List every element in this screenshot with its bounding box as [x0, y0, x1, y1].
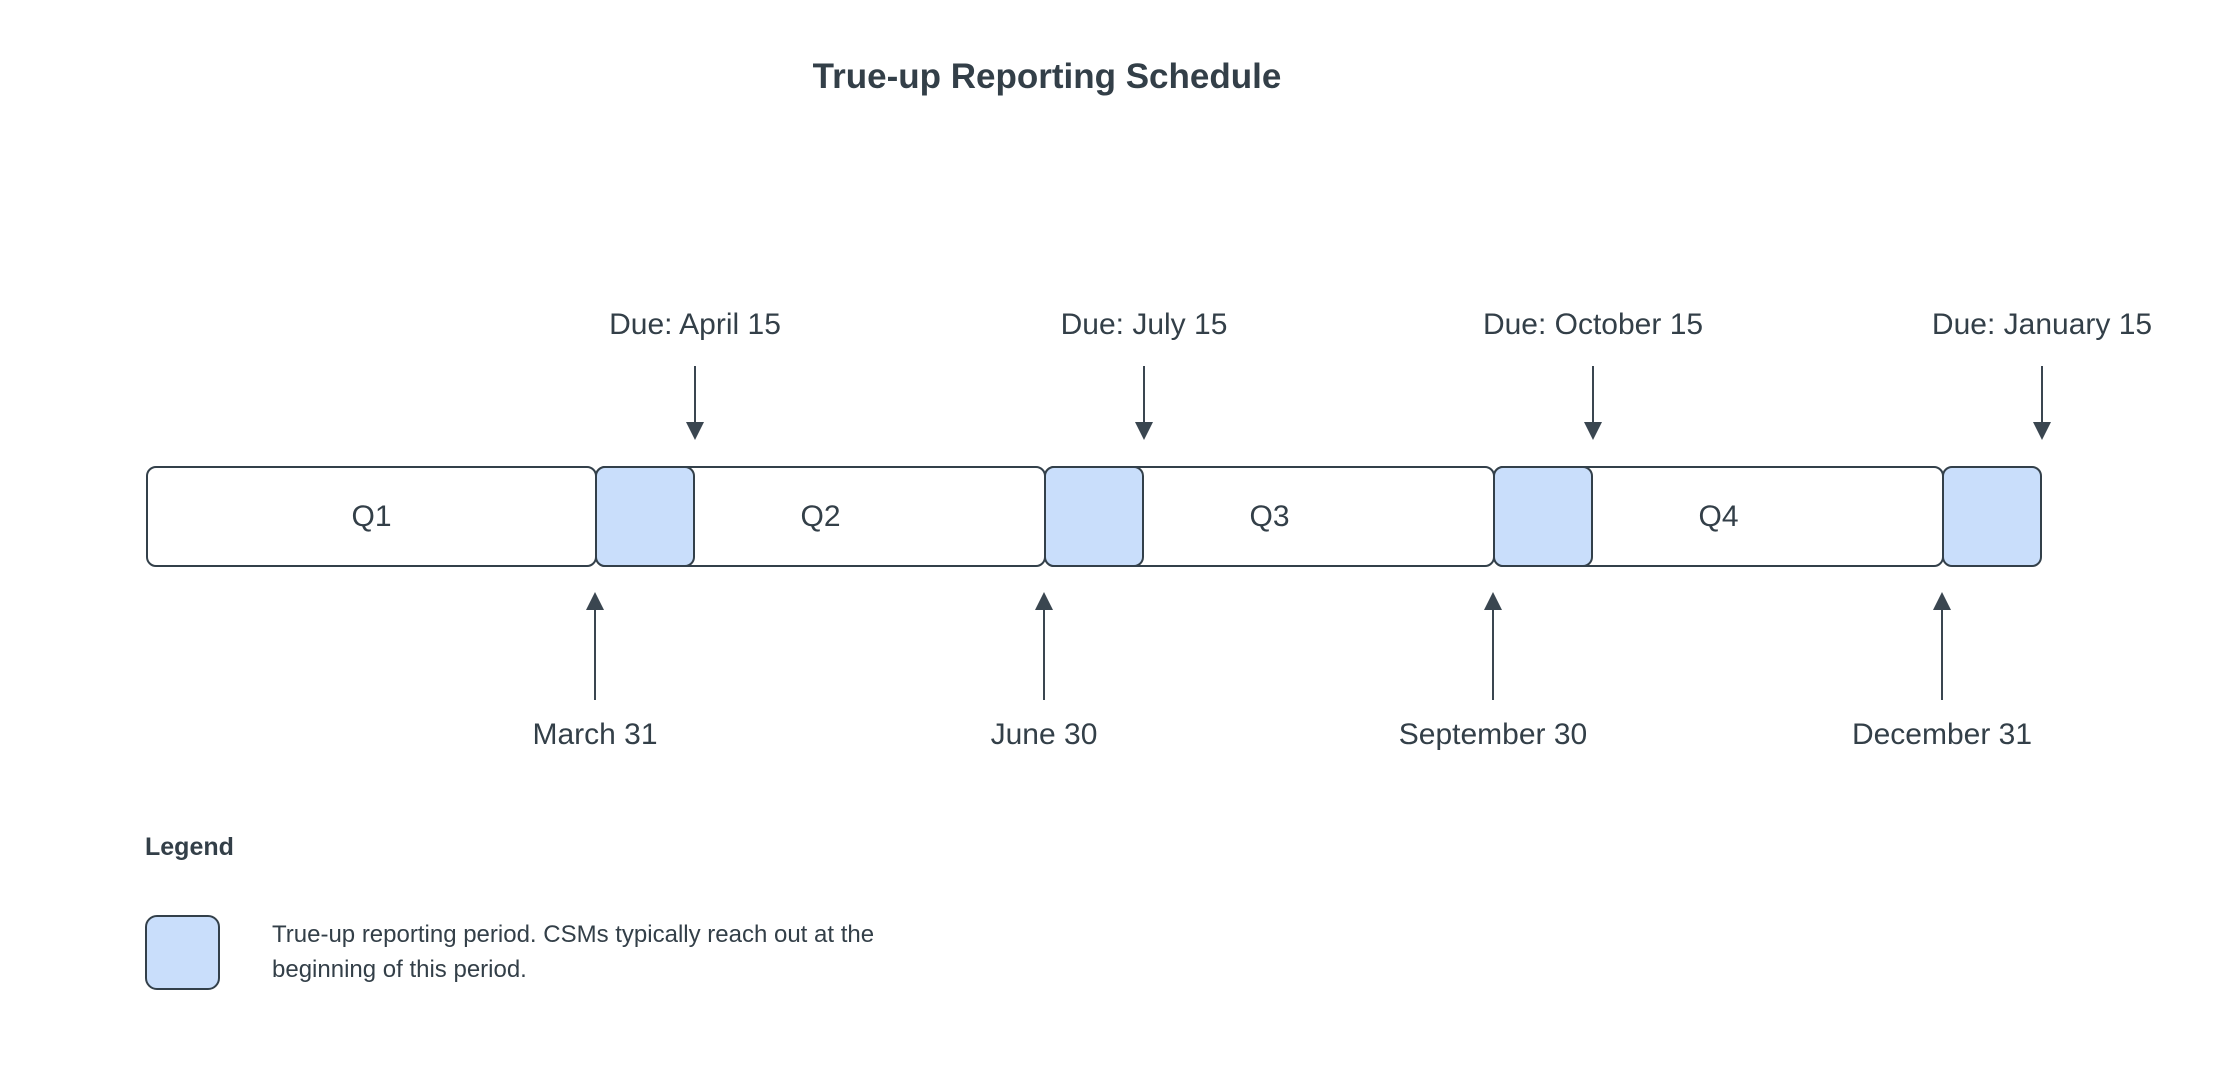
trueup-period-box	[1044, 466, 1144, 567]
arrow-up-icon	[1933, 592, 1951, 610]
quarter-box-q1: Q1	[146, 466, 597, 567]
quarter-end-label: June 30	[990, 718, 1098, 751]
arrow-line	[1043, 609, 1045, 700]
trueup-period-box	[595, 466, 695, 567]
arrow-up-icon	[1035, 592, 1053, 610]
arrow-line	[1592, 366, 1594, 424]
arrow-line	[694, 366, 696, 424]
diagram-title: True-up Reporting Schedule	[812, 57, 1282, 96]
quarter-end-label: September 30	[1398, 718, 1588, 751]
arrow-down-icon	[2033, 422, 2051, 440]
arrow-line	[594, 609, 596, 700]
due-date-label: Due: January 15	[1931, 308, 2153, 341]
arrow-up-icon	[586, 592, 604, 610]
trueup-period-swatch	[145, 915, 220, 990]
due-date-label: Due: July 15	[1060, 308, 1228, 341]
trueup-period-box	[1942, 466, 2042, 567]
quarter-label: Q3	[1249, 499, 1290, 533]
quarter-label: Q4	[1698, 499, 1739, 533]
arrow-down-icon	[1584, 422, 1602, 440]
quarter-end-label: December 31	[1851, 718, 2033, 751]
quarter-label: Q2	[800, 499, 841, 533]
arrow-down-icon	[686, 422, 704, 440]
arrow-line	[1941, 609, 1943, 700]
arrow-line	[1143, 366, 1145, 424]
due-date-label: Due: April 15	[609, 308, 781, 341]
quarter-end-label: March 31	[532, 718, 658, 751]
due-date-label: Due: October 15	[1482, 308, 1704, 341]
quarter-label: Q1	[351, 499, 392, 533]
arrow-line	[2041, 366, 2043, 424]
legend-item-text: True-up reporting period. CSMs typically…	[272, 921, 875, 983]
arrow-line	[1492, 609, 1494, 700]
trueup-period-box	[1493, 466, 1593, 567]
arrow-up-icon	[1484, 592, 1502, 610]
legend-heading: Legend	[145, 833, 234, 861]
arrow-down-icon	[1135, 422, 1153, 440]
